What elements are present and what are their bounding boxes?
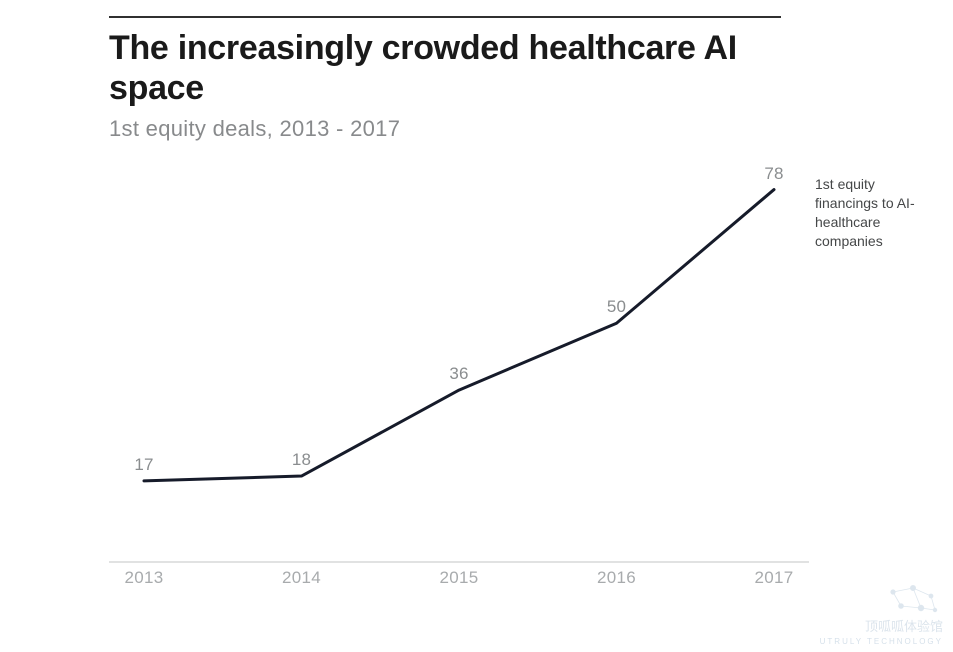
- watermark-text-en: UTRULY TECHNOLOGY: [793, 637, 943, 646]
- watermark: 顶呱呱体验馆 UTRULY TECHNOLOGY: [793, 582, 943, 642]
- x-axis-label: 2013: [124, 568, 163, 588]
- value-label: 78: [764, 164, 783, 184]
- value-label: 18: [292, 450, 311, 470]
- x-axis-label: 2014: [282, 568, 321, 588]
- value-label: 17: [134, 455, 153, 475]
- title-block: The increasingly crowded healthcare AI s…: [109, 28, 789, 142]
- value-label: 50: [607, 297, 626, 317]
- watermark-logo-icon: [883, 582, 943, 616]
- top-rule: [109, 16, 781, 18]
- x-axis-label: 2016: [597, 568, 636, 588]
- chart-subtitle: 1st equity deals, 2013 - 2017: [109, 116, 789, 142]
- watermark-text-cn: 顶呱呱体验馆: [793, 616, 943, 635]
- series-label: 1st equity financings to AI-healthcare c…: [815, 175, 940, 251]
- chart-title: The increasingly crowded healthcare AI s…: [109, 28, 789, 108]
- x-axis-label: 2015: [439, 568, 478, 588]
- x-axis-label: 2017: [754, 568, 793, 588]
- value-label: 36: [449, 364, 468, 384]
- line-chart: 2013 17 2014 18 2015 36 2016 50 2017 78: [109, 160, 809, 600]
- series-line: [144, 190, 774, 481]
